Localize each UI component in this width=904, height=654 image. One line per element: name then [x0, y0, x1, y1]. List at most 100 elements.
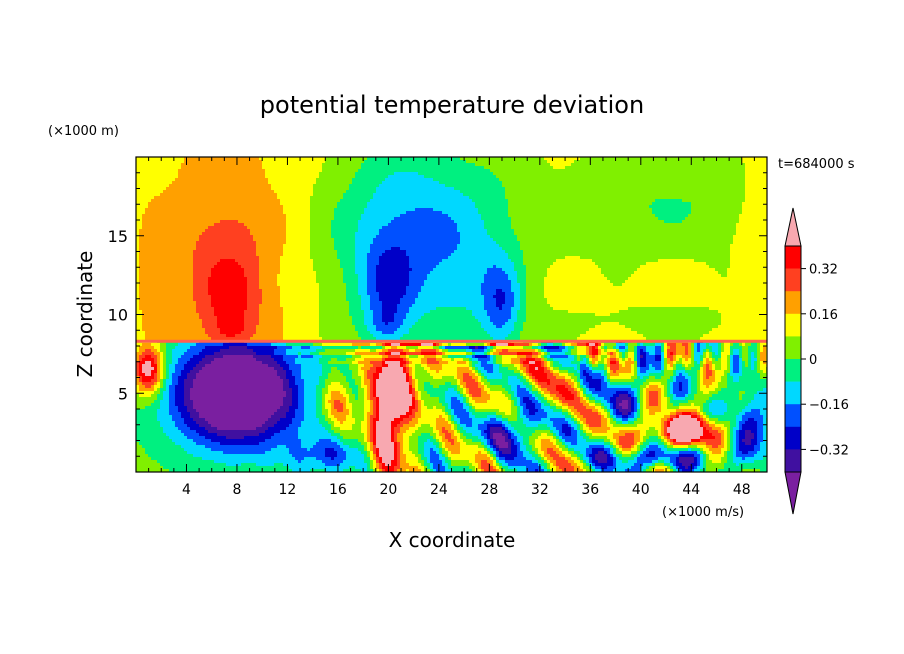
field-cell: [334, 238, 356, 242]
field-cell: [526, 265, 551, 269]
field-cell: [553, 469, 557, 472]
field-cell: [667, 400, 671, 404]
field-cell: [727, 430, 731, 434]
field-cell: [694, 361, 698, 365]
field-cell: [421, 463, 425, 467]
field-cell: [175, 385, 185, 389]
field-cell: [325, 469, 344, 472]
field-cell: [481, 286, 512, 290]
field-cell: [400, 430, 407, 434]
field-cell: [505, 427, 509, 431]
field-cell: [439, 454, 443, 458]
field-cell: [646, 361, 662, 365]
field-cell: [523, 439, 530, 443]
field-cell: [160, 373, 164, 377]
field-cell: [580, 421, 584, 425]
field-cell: [655, 367, 662, 371]
field-cell: [400, 427, 410, 431]
field-cell: [706, 355, 710, 359]
field-cell: [490, 430, 506, 434]
field-cell: [577, 409, 593, 413]
field-cell: [586, 430, 593, 434]
field-cell: [682, 385, 689, 389]
field-cell: [433, 385, 440, 389]
field-cell: [379, 256, 410, 260]
field-cell: [745, 436, 755, 440]
field-cell: [436, 436, 443, 440]
field-cell: [568, 445, 590, 449]
field-cell: [601, 388, 632, 392]
field-cell: [652, 460, 659, 464]
field-cell: [715, 373, 725, 377]
field-cell: [430, 367, 443, 371]
field-cell: [649, 391, 659, 395]
field-cell: [535, 457, 542, 461]
field-cell: [136, 358, 140, 362]
field-cell: [703, 373, 707, 377]
field-cell: [505, 424, 512, 428]
field-cell: [613, 424, 638, 428]
field-cell: [535, 403, 542, 407]
field-cell: [583, 421, 587, 425]
field-cell: [664, 415, 671, 419]
field-cell: [721, 358, 728, 362]
field-cell: [481, 451, 488, 455]
field-cell: [442, 442, 446, 446]
field-cell: [136, 193, 161, 197]
field-cell: [442, 448, 446, 452]
field-cell: [469, 409, 476, 413]
field-cell: [595, 346, 599, 350]
field-cell: [631, 454, 638, 458]
field-cell: [700, 343, 707, 347]
field-cell: [577, 346, 587, 350]
field-cell: [367, 265, 377, 269]
field-cell: [583, 391, 587, 395]
field-cell: [193, 298, 212, 302]
field-cell: [733, 235, 767, 239]
field-cell: [679, 406, 701, 410]
field-cell: [553, 433, 557, 437]
field-cell: [454, 409, 467, 413]
field-cell: [508, 427, 515, 431]
field-cell: [340, 427, 353, 431]
field-cell: [511, 436, 518, 440]
field-cell: [304, 409, 317, 413]
field-cell: [289, 364, 302, 368]
field-cell: [370, 406, 374, 410]
field-cell: [721, 316, 767, 320]
field-cell: [346, 352, 356, 356]
field-cell: [370, 301, 383, 305]
field-cell: [718, 358, 722, 362]
field-cell: [661, 376, 671, 380]
field-cell: [445, 346, 470, 350]
field-cell: [367, 277, 377, 281]
field-cell: [136, 385, 140, 389]
field-cell: [358, 220, 392, 224]
field-cell: [178, 172, 266, 176]
field-cell: [706, 367, 710, 371]
field-cell: [343, 409, 350, 413]
field-cell: [184, 394, 191, 398]
field-cell: [649, 382, 662, 386]
field-cell: [520, 397, 524, 401]
field-cell: [412, 385, 416, 389]
field-cell: [322, 169, 359, 173]
field-cell: [283, 211, 311, 215]
field-cell: [508, 277, 518, 281]
field-cell: [136, 211, 146, 215]
field-cell: [757, 430, 764, 434]
field-cell: [337, 358, 347, 362]
field-cell: [466, 391, 470, 395]
field-cell: [637, 355, 641, 359]
field-cell: [493, 436, 506, 440]
field-cell: [679, 454, 695, 458]
field-cell: [664, 352, 668, 356]
field-cell: [292, 388, 299, 392]
field-cell: [175, 424, 188, 428]
field-cell: [139, 376, 143, 380]
field-cell: [475, 466, 479, 470]
field-cell: [163, 364, 167, 368]
field-cell: [214, 352, 257, 356]
field-cell: [751, 400, 767, 404]
field-cell: [346, 454, 365, 458]
